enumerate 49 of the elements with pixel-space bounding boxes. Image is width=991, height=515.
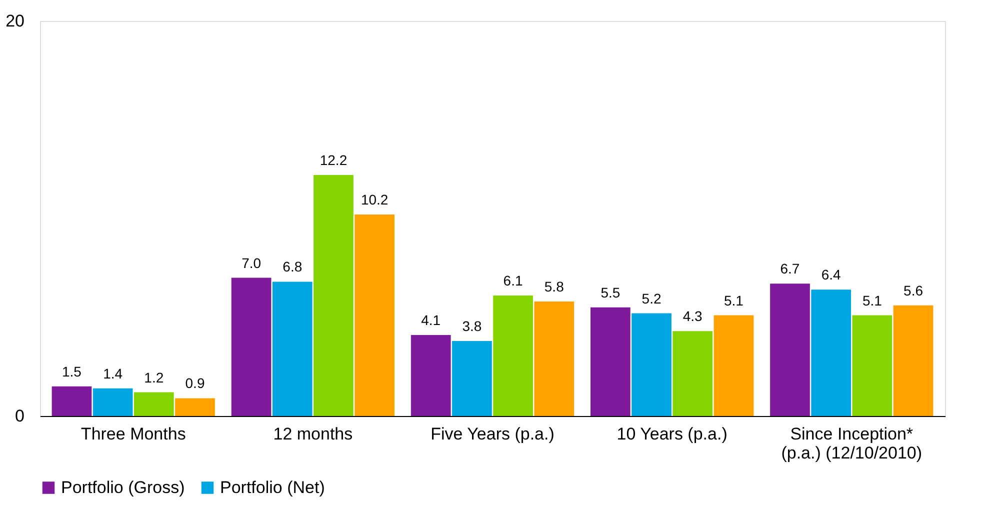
bar	[272, 282, 312, 416]
data-label: 6.4	[821, 266, 842, 283]
x-tick-label: Three Months	[80, 424, 186, 444]
data-label: 1.2	[144, 369, 164, 386]
y-tick-label: 20	[6, 12, 24, 30]
bar	[452, 340, 492, 416]
data-label: 5.1	[724, 292, 744, 308]
bar	[893, 305, 934, 416]
bar	[632, 313, 672, 416]
x-tick-label: Since Inception* (p.a.) (12/10/2010)	[781, 424, 922, 462]
data-label: 10.2	[360, 192, 388, 208]
data-label: 4.1	[421, 312, 441, 328]
data-label: 6.8	[282, 258, 302, 275]
bar	[534, 301, 574, 416]
data-label: 12.2	[320, 152, 348, 168]
bar	[493, 296, 533, 416]
data-label: 5.5	[600, 284, 620, 300]
legend-label: Portfolio (Gross)	[61, 478, 185, 497]
bar	[811, 290, 852, 416]
bar	[175, 398, 215, 416]
x-tick-label: 10 Years (p.a.)	[616, 424, 728, 444]
x-tick-label: 12 months	[273, 424, 353, 444]
data-label: 5.2	[642, 290, 662, 306]
bar	[134, 392, 174, 416]
legend-label: Portfolio (Net)	[220, 478, 325, 497]
data-label: 6.7	[780, 260, 800, 277]
y-tick-label: 0	[15, 406, 24, 426]
bar	[354, 214, 394, 416]
data-label: 5.8	[544, 278, 564, 294]
data-label: 3.8	[462, 318, 482, 334]
data-label: 1.4	[103, 365, 123, 382]
data-label: 1.5	[62, 363, 82, 380]
bar	[770, 284, 810, 416]
data-label: 0.9	[185, 375, 205, 392]
bar	[672, 331, 713, 416]
bar	[852, 315, 892, 416]
bar	[231, 278, 272, 416]
x-tick-label: Five Years (p.a.)	[430, 424, 554, 444]
bar	[590, 307, 630, 416]
bar	[714, 315, 754, 416]
bar	[92, 388, 133, 416]
data-label: 5.6	[904, 282, 924, 298]
bar	[410, 335, 451, 416]
bar	[52, 386, 92, 416]
data-label: 5.1	[862, 292, 882, 308]
bar	[314, 175, 354, 416]
data-label: 6.1	[503, 272, 523, 289]
data-label: 7.0	[242, 254, 262, 271]
data-label: 4.3	[682, 308, 703, 324]
